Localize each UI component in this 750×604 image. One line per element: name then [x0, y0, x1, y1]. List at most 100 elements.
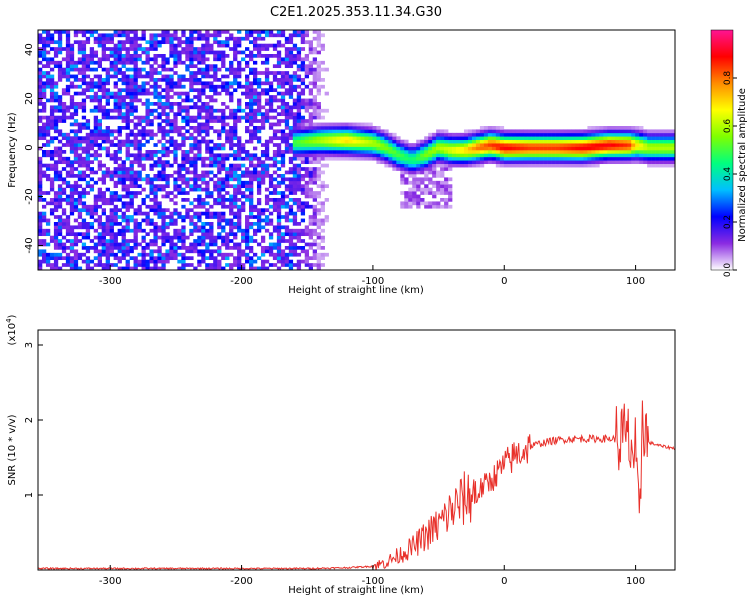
heatmap-cell	[141, 239, 146, 243]
heatmap-cell	[41, 143, 47, 147]
heatmap-cell	[515, 146, 521, 151]
heatmap-cell	[316, 40, 321, 45]
heatmap-cell	[651, 163, 656, 168]
heatmap-cell	[233, 256, 238, 261]
heatmap-cell	[308, 47, 313, 51]
heatmap-cell	[169, 105, 174, 110]
heatmap-cell	[169, 108, 174, 113]
heatmap-cell	[125, 81, 130, 86]
heatmap-cell	[121, 211, 126, 216]
heatmap-cell	[280, 198, 286, 202]
heatmap-cell	[121, 119, 126, 123]
heatmap-cell	[292, 201, 298, 206]
heatmap-cell	[201, 177, 206, 182]
heatmap-cell	[109, 115, 114, 120]
heatmap-cell	[256, 184, 262, 189]
heatmap-cell	[113, 81, 118, 86]
heatmap-cell	[237, 81, 242, 86]
heatmap-cell	[587, 153, 592, 158]
heatmap-cell	[268, 163, 274, 168]
heatmap-cell	[89, 67, 95, 72]
heatmap-cell	[149, 33, 154, 38]
heatmap-cell	[205, 102, 210, 106]
heatmap-cell	[101, 198, 106, 202]
heatmap-cell	[117, 132, 122, 137]
heatmap-cell	[153, 163, 158, 168]
heatmap-cell	[141, 91, 146, 96]
heatmap-cell	[296, 156, 302, 161]
heatmap-cell	[53, 215, 59, 219]
heatmap-cell	[101, 266, 106, 270]
heatmap-cell	[312, 71, 317, 75]
heatmap-cell	[57, 256, 63, 261]
heatmap-cell	[113, 74, 118, 79]
heatmap-cell	[249, 235, 254, 240]
heatmap-cell	[475, 160, 481, 165]
heatmap-cell	[555, 146, 560, 151]
heatmap-cell	[575, 160, 580, 165]
heatmap-cell	[436, 150, 441, 154]
heatmap-cell	[635, 150, 640, 154]
heatmap-cell	[643, 132, 648, 137]
heatmap-cell	[101, 228, 106, 233]
spectrogram-cells	[38, 30, 675, 270]
heatmap-cell	[412, 198, 417, 202]
heatmap-cell	[113, 95, 118, 99]
heatmap-cell	[181, 60, 186, 65]
heatmap-cell	[292, 57, 298, 62]
heatmap-cell	[205, 174, 210, 178]
heatmap-cell	[221, 266, 226, 270]
heatmap-cell	[300, 232, 306, 237]
heatmap-cell	[49, 57, 55, 62]
heatmap-cell	[249, 40, 254, 45]
heatmap-cell	[101, 246, 106, 250]
heatmap-cell	[81, 30, 87, 34]
heatmap-cell	[221, 242, 226, 247]
heatmap-cell	[527, 143, 532, 147]
heatmap-cell	[205, 95, 210, 99]
heatmap-cell	[647, 129, 652, 134]
heatmap-cell	[308, 215, 313, 219]
heatmap-cell	[320, 246, 325, 250]
heatmap-cell	[272, 208, 278, 213]
heatmap-cell	[53, 170, 59, 175]
heatmap-cell	[229, 239, 234, 243]
heatmap-cell	[133, 263, 138, 267]
heatmap-cell	[113, 156, 118, 161]
heatmap-cell	[45, 74, 51, 79]
heatmap-cell	[364, 150, 369, 154]
heatmap-cell	[225, 36, 230, 41]
heatmap-cell	[249, 129, 254, 134]
heatmap-cell	[312, 139, 317, 144]
heatmap-cell	[69, 259, 75, 264]
heatmap-cell	[483, 129, 489, 134]
heatmap-cell	[189, 177, 194, 182]
heatmap-cell	[81, 81, 87, 86]
heatmap-cell	[189, 218, 194, 223]
heatmap-cell	[491, 143, 497, 147]
heatmap-cell	[292, 211, 298, 216]
heatmap-cell	[109, 174, 114, 178]
heatmap-cell	[567, 139, 572, 144]
heatmap-cell	[193, 156, 198, 161]
heatmap-cell	[563, 136, 568, 141]
heatmap-cell	[268, 252, 274, 257]
heatmap-cell	[221, 187, 226, 192]
heatmap-cell	[225, 88, 230, 93]
heatmap-cell	[252, 91, 258, 96]
heatmap-cell	[615, 143, 620, 147]
heatmap-cell	[531, 163, 536, 168]
heatmap-cell	[165, 129, 170, 134]
heatmap-cell	[121, 98, 126, 103]
heatmap-cell	[324, 122, 329, 127]
heatmap-cell	[149, 108, 154, 113]
heatmap-cell	[165, 33, 170, 38]
heatmap-cell	[149, 167, 154, 171]
heatmap-cell	[93, 108, 99, 113]
heatmap-cell	[404, 139, 409, 144]
heatmap-cell	[284, 54, 290, 58]
heatmap-cell	[475, 136, 481, 141]
heatmap-cell	[109, 54, 114, 58]
heatmap-cell	[113, 153, 118, 158]
